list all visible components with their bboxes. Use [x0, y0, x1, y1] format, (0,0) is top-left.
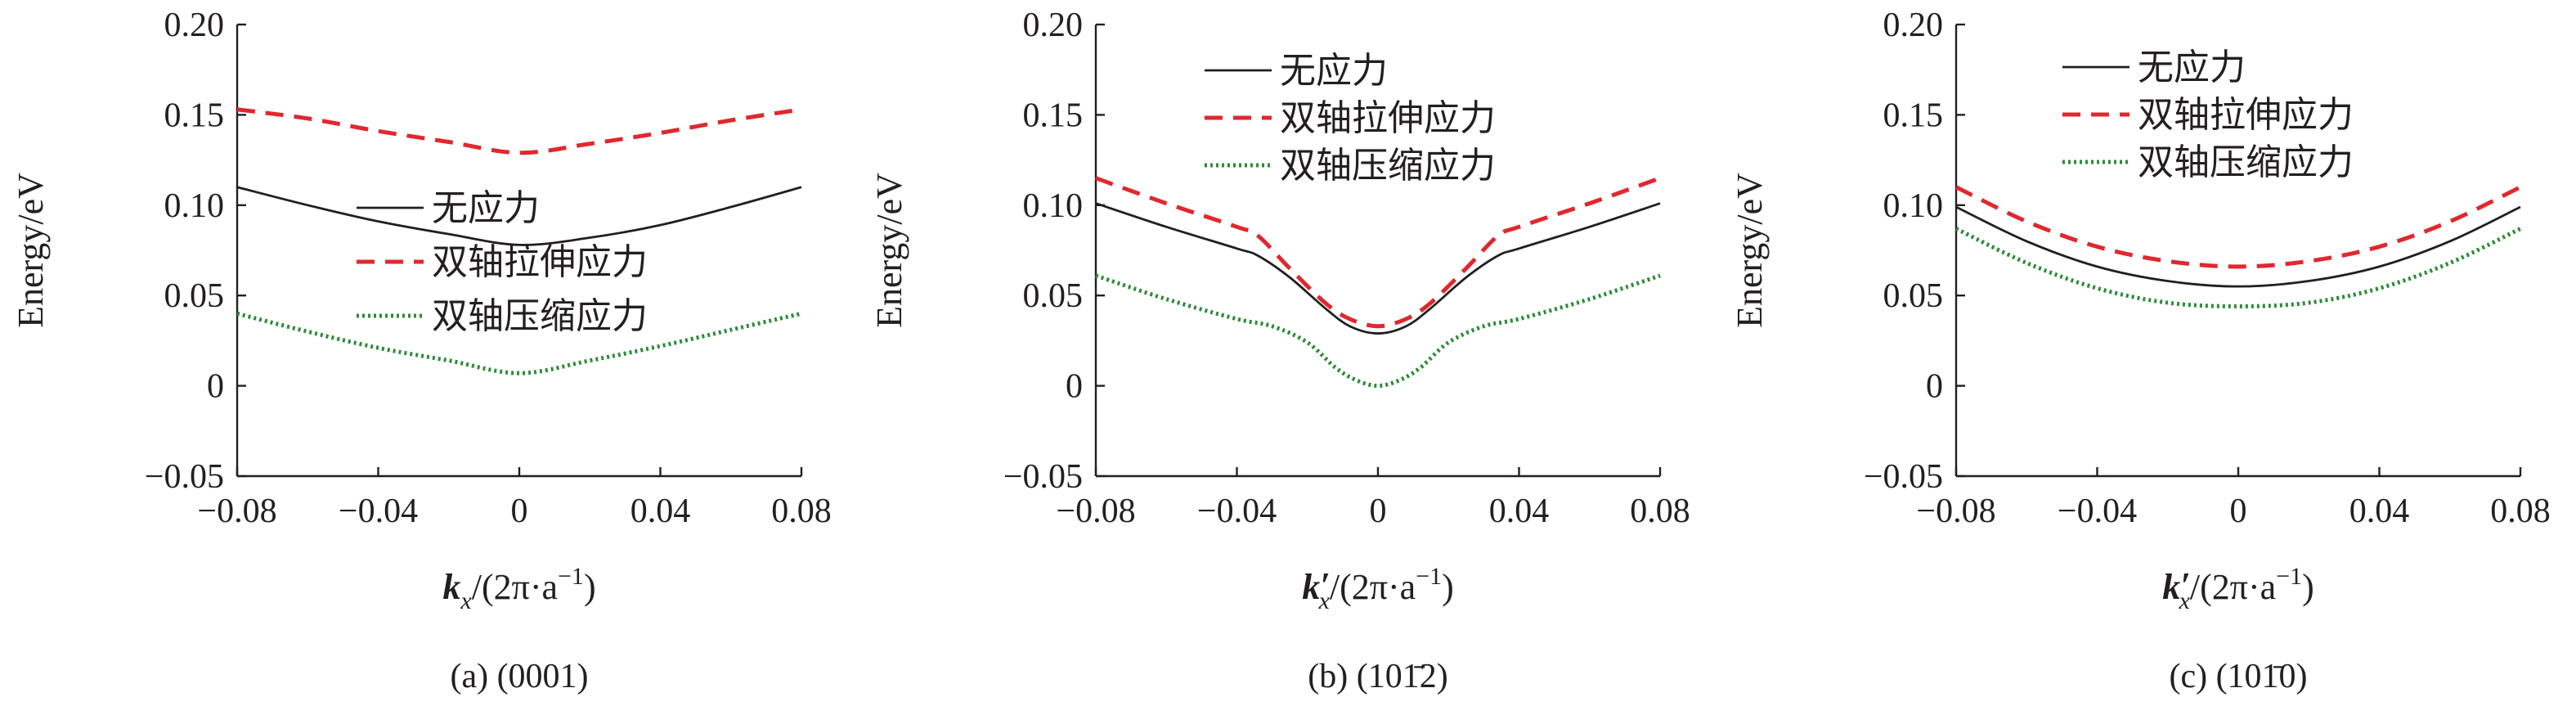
legend-label-3: 双轴压缩应力	[1280, 145, 1496, 187]
series-line-3	[1095, 273, 1661, 389]
series-line-2	[1954, 185, 2522, 269]
legend-label-2: 双轴拉伸应力	[1280, 97, 1496, 139]
y-tick-label: 0	[207, 368, 224, 406]
legend-label-1: 无应力	[432, 187, 540, 229]
x-axis-title-prime: ′	[1320, 565, 1330, 605]
series-line-1	[236, 186, 802, 246]
y-tick-label: 0	[1926, 368, 1943, 406]
x-axis-title-text: /(2π·a	[2190, 567, 2276, 607]
y-tick-label: 0.05	[1023, 277, 1084, 315]
legend-label-3: 双轴压缩应力	[432, 295, 648, 337]
x-axis-title-sup: −1	[558, 563, 584, 590]
x-tick-label: 0.04	[1489, 492, 1550, 530]
y-axis-title: Energy/eV	[1730, 173, 1770, 328]
chart-panel-1: −0.05 0 0.05 0.10 0.15 0.20 −0.08 −0.04 0 0.04 0.0…	[11, 7, 832, 695]
legend-label-3: 双轴压缩应力	[2138, 142, 2354, 183]
x-tick-label: −0.08	[1916, 492, 1995, 530]
x-tick-label: 0.08	[2490, 492, 2551, 530]
x-tick-label: 0.04	[631, 492, 691, 530]
y-tick-label: 0.05	[1883, 277, 1944, 315]
y-tick-label: −0.05	[145, 458, 224, 496]
x-tick-label: −0.04	[339, 492, 418, 530]
series-line-1	[1955, 205, 2521, 288]
series-line-3	[236, 311, 802, 375]
x-tick-label: −0.04	[2058, 492, 2137, 530]
x-axis-title-text: /(2π·a	[1330, 567, 1416, 607]
x-axis-title-text: /(2π·a	[472, 567, 558, 607]
x-tick-label: 0	[2230, 492, 2247, 530]
x-tick-label: −0.08	[197, 492, 276, 530]
y-tick-label: 0.15	[164, 97, 225, 134]
x-axis-title-sub: x	[2179, 587, 2191, 614]
x-axis-title-sub: x	[1318, 587, 1331, 614]
y-tick-label: 0.20	[1023, 7, 1084, 44]
x-axis-title-sup: −1	[2276, 563, 2302, 590]
series-line-2	[1095, 176, 1661, 329]
panel-caption: (c) (101̄0)	[2169, 658, 2307, 695]
x-axis-title-close: )	[584, 567, 596, 607]
x-axis-title-close: )	[2302, 567, 2314, 607]
legend-label-1: 无应力	[1280, 50, 1388, 92]
y-tick-label: −0.05	[1003, 458, 1083, 496]
x-tick-label: −0.08	[1056, 492, 1135, 530]
series-line-2	[236, 107, 802, 155]
x-axis-title-sub: x	[460, 587, 472, 614]
x-axis-title-sup: −1	[1416, 563, 1442, 590]
x-axis-title-close: )	[1442, 567, 1454, 607]
y-tick-label: 0.10	[1883, 187, 1944, 225]
x-tick-label: 0.04	[2349, 492, 2410, 530]
y-tick-label: 0.10	[1023, 187, 1084, 225]
x-axis-title-symbol: k	[2162, 567, 2180, 607]
x-axis-title: kx/(2π·a−1)	[442, 563, 595, 614]
x-axis-title-symbol: k	[1302, 567, 1320, 607]
legend-label-2: 双轴拉伸应力	[2138, 94, 2354, 136]
series-line-1	[1095, 202, 1661, 335]
legend-label-2: 双轴拉伸应力	[432, 241, 648, 283]
y-tick-label: 0.20	[164, 7, 225, 44]
x-axis-title: k′x/(2π·a−1)	[1302, 563, 1454, 614]
x-tick-label: 0	[511, 492, 528, 530]
x-tick-label: 0	[1370, 492, 1387, 530]
x-tick-label: 0.08	[1630, 492, 1690, 530]
panel-caption: (a) (0001)	[450, 658, 588, 695]
legend-label-1: 无应力	[2138, 47, 2246, 88]
x-tick-label: 0.08	[771, 492, 832, 530]
x-axis-title-prime: ′	[2180, 565, 2190, 605]
x-tick-label: −0.04	[1197, 492, 1277, 530]
y-axis-title: Energy/eV	[11, 173, 51, 328]
x-axis-title: k′x/(2π·a−1)	[2162, 563, 2314, 614]
y-tick-label: 0.05	[164, 277, 225, 315]
chart-panel-2: −0.05 0 0.05 0.10 0.15 0.20 −0.08 −0.04 0 0.04 0.0…	[869, 7, 1690, 695]
y-tick-label: 0.15	[1023, 97, 1084, 134]
y-tick-label: 0.10	[164, 187, 225, 225]
chart-panel-3: −0.05 0 0.05 0.10 0.15 0.20 −0.08 −0.04 0 0.04 0.0…	[1730, 7, 2551, 695]
y-tick-label: 0.20	[1883, 7, 1944, 44]
panel-caption: (b) (101̄2)	[1308, 658, 1447, 695]
y-tick-label: 0.15	[1883, 97, 1944, 134]
y-tick-label: −0.05	[1864, 458, 1943, 496]
y-axis-title: Energy/eV	[869, 173, 909, 328]
x-axis-title-symbol: k	[442, 567, 460, 607]
y-tick-label: 0	[1066, 368, 1083, 406]
